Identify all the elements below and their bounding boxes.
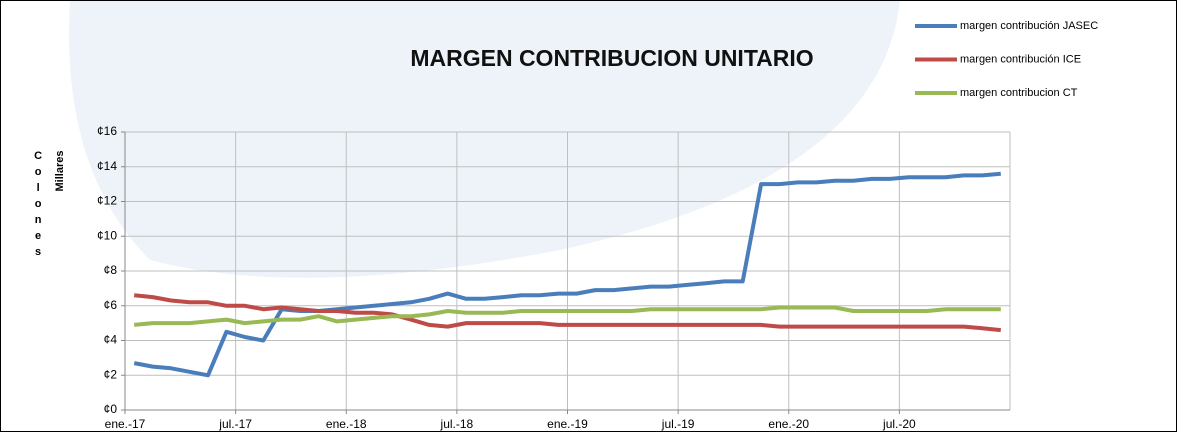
series-line <box>134 293 1001 333</box>
legend-label: margen contribucion CT <box>960 87 1078 99</box>
x-tick-label: ene.-17 <box>105 417 146 431</box>
x-tick-label: jul.-20 <box>882 417 916 431</box>
series-line <box>134 305 1001 327</box>
x-tick-label: ene.-19 <box>547 417 588 431</box>
y-tick-label: ¢4 <box>104 333 118 347</box>
y-tick-label: ¢10 <box>97 228 117 242</box>
y-axis-label: Colones <box>32 150 44 262</box>
x-tick-label: jul.-18 <box>440 417 474 431</box>
y-tick-label: ¢12 <box>97 194 117 208</box>
y-tick-label: ¢2 <box>104 367 118 381</box>
y-axis-unit: Millares <box>54 151 66 192</box>
x-tick-label: jul.-17 <box>218 417 252 431</box>
y-tick-label: ¢0 <box>104 402 118 416</box>
y-tick-label: ¢6 <box>104 298 118 312</box>
background-decoration <box>69 1 900 278</box>
series-line <box>133 171 1001 378</box>
legend-label: margen contribución JASEC <box>960 20 1098 32</box>
x-tick-label: jul.-19 <box>661 417 695 431</box>
y-tick-label: ¢16 <box>97 124 117 138</box>
y-tick-label: ¢8 <box>104 263 118 277</box>
legend-label: margen contribución ICE <box>960 53 1081 65</box>
chart-title: MARGEN CONTRIBUCION UNITARIO <box>410 45 813 71</box>
x-tick-label: ene.-18 <box>326 417 367 431</box>
x-tick-label: ene.-20 <box>768 417 809 431</box>
y-tick-label: ¢14 <box>97 159 117 173</box>
